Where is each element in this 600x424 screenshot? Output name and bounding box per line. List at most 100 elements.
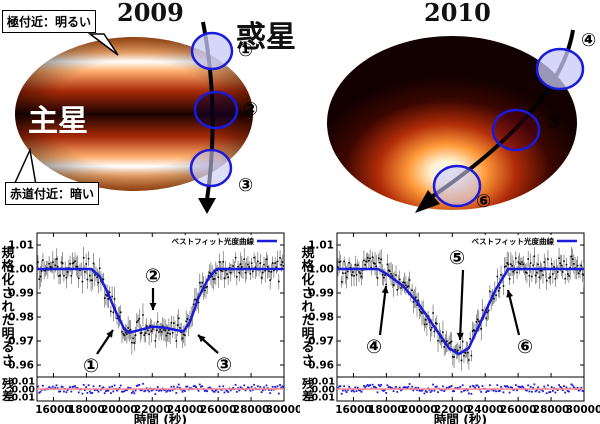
data-point — [137, 319, 139, 322]
annotation-arrow — [378, 285, 388, 336]
residual-point — [38, 391, 41, 394]
data-point — [170, 321, 173, 324]
data-point — [122, 333, 125, 335]
annotation-arrowhead — [198, 335, 206, 343]
data-point — [203, 289, 206, 292]
transit-circle-3 — [189, 148, 233, 188]
data-point — [247, 263, 249, 266]
y-axis-label-char: 規 — [301, 246, 314, 261]
data-point — [216, 269, 218, 272]
data-point — [140, 331, 143, 334]
residual-point — [529, 385, 532, 388]
data-point — [563, 260, 565, 262]
data-point — [561, 271, 564, 273]
x-tick-label: 18000 — [68, 404, 105, 416]
residual-point — [449, 385, 452, 388]
residual-point — [421, 389, 423, 392]
residual-point — [475, 384, 478, 387]
data-point — [534, 274, 537, 277]
residual-point — [514, 384, 517, 386]
residual-point — [205, 389, 207, 392]
residual-point — [137, 384, 139, 387]
residual-point — [558, 384, 560, 386]
data-point — [386, 263, 389, 266]
residual-point — [206, 390, 209, 393]
residual-point — [538, 391, 541, 393]
data-point — [252, 270, 254, 273]
residual-label-char: 残 — [302, 376, 314, 391]
data-point — [217, 276, 220, 279]
data-point — [160, 331, 163, 333]
x-axis-label: 時間 (秒) — [434, 412, 487, 424]
data-point — [387, 269, 390, 272]
data-point — [223, 277, 226, 280]
data-point — [343, 260, 345, 263]
residual-point — [213, 390, 216, 393]
residual-point — [405, 386, 407, 389]
data-point — [358, 271, 360, 273]
residual-point — [547, 384, 549, 387]
data-point — [487, 309, 490, 312]
residual-point — [234, 383, 237, 386]
data-point — [273, 269, 275, 272]
legend-background — [166, 235, 280, 246]
data-point — [566, 273, 569, 275]
data-point — [131, 341, 133, 344]
residual-point — [342, 389, 344, 392]
residual-point — [221, 388, 223, 391]
data-point — [502, 285, 505, 287]
residual-point — [282, 386, 285, 389]
residual-point — [176, 386, 179, 388]
residual-point — [532, 386, 535, 389]
data-point — [91, 279, 94, 282]
residual-point — [570, 383, 573, 386]
data-point — [176, 324, 179, 326]
data-point — [135, 321, 138, 324]
data-point — [275, 266, 278, 269]
data-point — [60, 261, 63, 264]
data-point — [108, 291, 111, 294]
residual-point — [550, 386, 553, 388]
data-point — [177, 317, 180, 320]
x-tick-label: 30000 — [266, 404, 300, 416]
data-point — [517, 261, 520, 263]
residual-point — [182, 389, 185, 392]
residual-point — [113, 384, 116, 387]
data-point — [158, 331, 160, 333]
residual-point — [107, 389, 110, 392]
residual-point — [369, 384, 371, 387]
data-point — [370, 266, 373, 269]
data-point — [85, 263, 87, 265]
residual-point — [87, 384, 90, 387]
callout-pole-pointer — [87, 33, 119, 56]
data-point — [168, 329, 170, 331]
data-point — [539, 269, 542, 272]
data-point — [195, 298, 197, 301]
y-tick-label: 1.01 — [8, 240, 34, 252]
residual-point — [188, 387, 191, 390]
residual-point — [511, 386, 514, 389]
residual-point — [429, 391, 432, 394]
residual-point — [469, 385, 472, 388]
data-point — [222, 260, 225, 263]
residual-point — [445, 386, 448, 389]
data-point — [219, 269, 222, 272]
data-point — [380, 258, 383, 261]
residual-point — [426, 391, 428, 393]
residual-point — [244, 389, 247, 392]
residual-point — [159, 388, 162, 391]
data-point — [454, 348, 457, 351]
data-point — [134, 334, 137, 337]
data-point — [338, 261, 341, 263]
residual-label-char: 差 — [301, 388, 314, 403]
residual-point — [406, 386, 409, 389]
residual-point — [351, 389, 354, 392]
residual-point — [485, 391, 488, 393]
data-point — [445, 340, 448, 343]
data-point — [381, 273, 384, 276]
data-point — [515, 257, 517, 260]
residual-point — [72, 385, 75, 388]
residual-point — [106, 389, 109, 392]
residual-point — [561, 389, 564, 391]
data-point — [405, 284, 407, 286]
